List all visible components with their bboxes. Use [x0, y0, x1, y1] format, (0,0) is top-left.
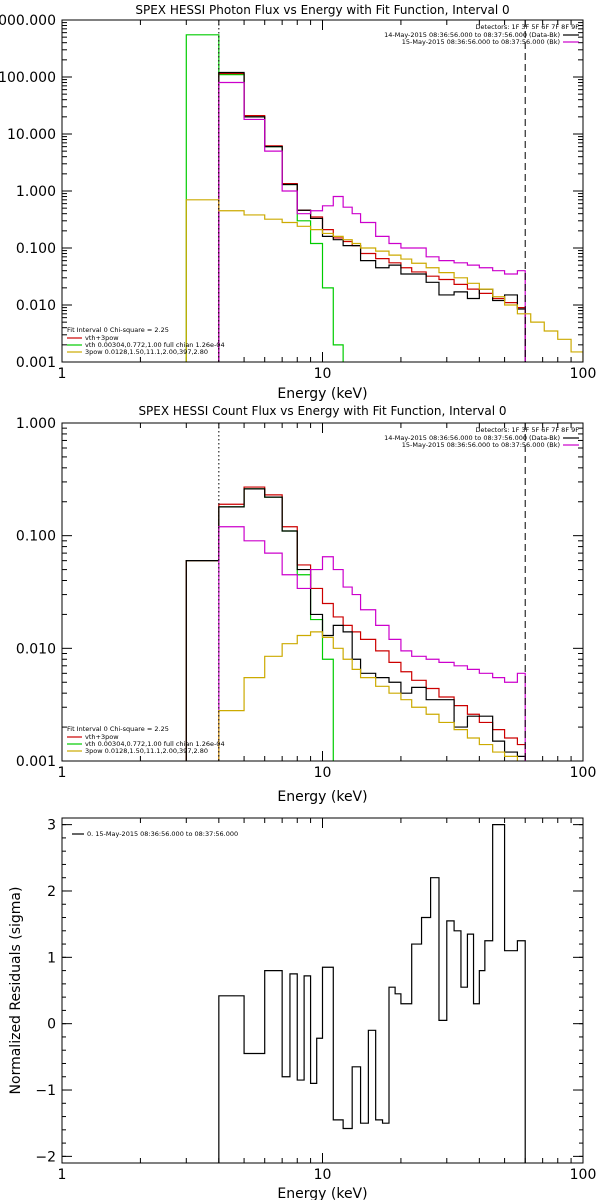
legend-bottom-left: Fit Interval 0 Chi-square = 2.25vth+3pow… [67, 725, 225, 755]
x-tick-label: 10 [314, 765, 332, 781]
x-tick-label: 1 [58, 366, 67, 382]
legend-header: Detectors: 1F 3F 5F 6F 7F 8F 9F [476, 426, 580, 434]
series-line-1 [185, 488, 334, 761]
y-tick-label: −2 [35, 1149, 56, 1165]
plot-frame [61, 19, 584, 363]
x-axis-label: Energy (keV) [277, 789, 367, 805]
legend-entry: 15-May-2015 08:36:56.000 to 08:37:56.000… [402, 441, 560, 449]
legend-entry: vth+3pow [85, 334, 119, 342]
y-tick-label: 1.000 [16, 416, 56, 432]
legend-entry: 15-May-2015 08:36:56.000 to 08:37:56.000… [402, 38, 560, 46]
series-group [185, 34, 583, 362]
chart-title: SPEX HESSI Count Flux vs Energy with Fit… [138, 404, 506, 418]
series-line-5 [218, 631, 518, 761]
y-tick-label: 100.000 [0, 70, 56, 86]
legend-entry: 0. 15-May-2015 08:36:56.000 to 08:37:56.… [87, 830, 238, 838]
legend-entry: 14-May-2015 08:36:56.000 to 08:37:56.000… [384, 434, 560, 442]
series-line-5 [185, 199, 583, 362]
series-group [185, 486, 526, 761]
series-group [218, 824, 526, 1163]
y-tick-label: 2 [47, 884, 56, 900]
legend-entry: 3pow 0.0128,1.50,11.1,2.00,397,2.80 [85, 747, 208, 755]
legend-header: Fit Interval 0 Chi-square = 2.25 [67, 326, 169, 334]
chart-panel-1: SPEX HESSI Photon Flux vs Energy with Fi… [0, 3, 596, 402]
legend-bottom-left: Fit Interval 0 Chi-square = 2.25vth+3pow… [67, 326, 225, 356]
x-axis-label: Energy (keV) [277, 1186, 367, 1200]
legend-header: Fit Interval 0 Chi-square = 2.25 [67, 725, 169, 733]
plot-frame [61, 422, 584, 762]
legend-top-left: 0. 15-May-2015 08:36:56.000 to 08:37:56.… [72, 830, 238, 838]
chart-panel-3: Energy (keV) Normalized Residuals (sigma)… [8, 817, 597, 1200]
x-tick-label: 1 [58, 1167, 67, 1183]
plot-frame [61, 817, 584, 1164]
y-tick-label: 0.001 [16, 754, 56, 770]
series-line-1 [218, 824, 526, 1163]
legend-header: Detectors: 1F 3F 5F 6F 7F 8F 9F [476, 23, 580, 31]
legend-entry: 14-May-2015 08:36:56.000 to 08:37:56.000… [384, 31, 560, 39]
y-tick-label: 0 [47, 1017, 56, 1033]
legend-top-right: Detectors: 1F 3F 5F 6F 7F 8F 9F14-May-20… [384, 23, 579, 46]
x-tick-label: 100 [570, 1167, 597, 1183]
y-axis-label: Normalized Residuals (sigma) [8, 887, 24, 1095]
series-line-4 [218, 526, 526, 761]
y-tick-label: 3 [47, 818, 56, 834]
x-tick-label: 10 [314, 366, 332, 382]
series-line-2 [218, 72, 526, 362]
y-tick-label: 1.000 [16, 184, 56, 200]
x-tick-label: 10 [314, 1167, 332, 1183]
y-tick-label: 0.010 [16, 641, 56, 657]
y-tick-label: 1 [47, 950, 56, 966]
legend-entry: 3pow 0.0128,1.50,11.1,2.00,397,2.80 [85, 348, 208, 356]
x-tick-label: 1 [58, 765, 67, 781]
legend-entry: vth 0.00304,0.772,1.00 full chian 1.26e-… [85, 740, 225, 748]
y-tick-label: 0.010 [16, 298, 56, 314]
x-tick-label: 100 [570, 366, 597, 382]
y-tick-label: 10.000 [7, 127, 56, 143]
y-tick-label: 0.100 [16, 241, 56, 257]
y-tick-label: 0.001 [16, 355, 56, 371]
series-line-4 [218, 81, 526, 362]
series-line-3 [185, 488, 526, 761]
chart-panel-2: SPEX HESSI Count Flux vs Energy with Fit… [16, 404, 596, 805]
legend-top-right: Detectors: 1F 3F 5F 6F 7F 8F 9F14-May-20… [384, 426, 579, 449]
legend-entry: vth+3pow [85, 733, 119, 741]
x-tick-label: 100 [570, 765, 597, 781]
x-axis-label: Energy (keV) [277, 386, 367, 402]
legend-entry: vth 0.00304,0.772,1.00 full chian 1.26e-… [85, 341, 225, 349]
y-tick-label: 0.100 [16, 529, 56, 545]
chart-title: SPEX HESSI Photon Flux vs Energy with Fi… [135, 3, 509, 17]
y-tick-label: −1 [35, 1083, 56, 1099]
series-line-2 [185, 486, 526, 761]
